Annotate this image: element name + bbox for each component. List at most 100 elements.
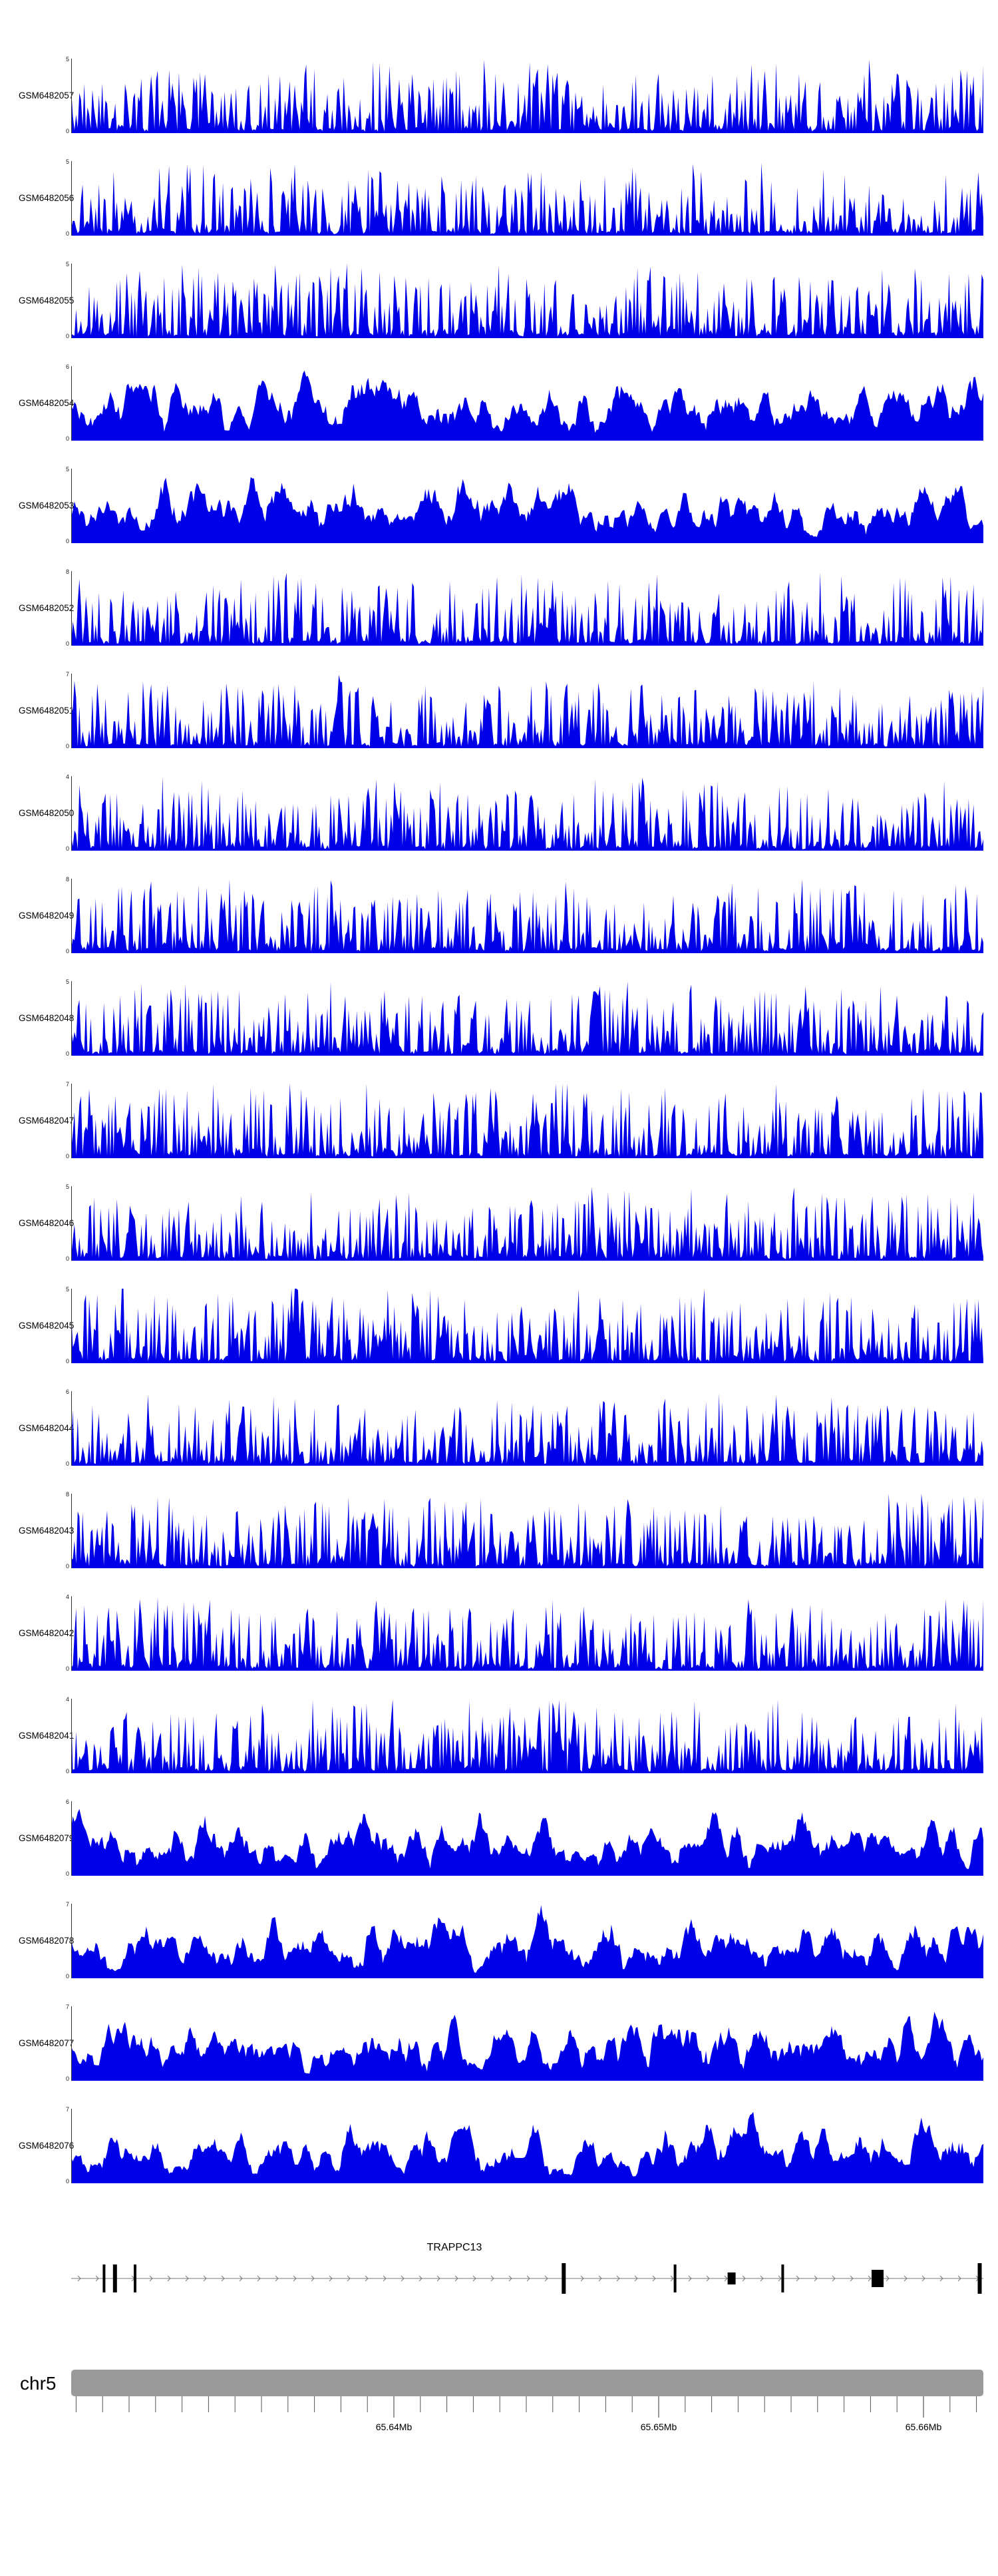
signal-track: GSM6482042 4 0: [0, 1594, 998, 1699]
signal-track: GSM6482077 7 0: [0, 2004, 998, 2109]
track-y-axis-min: 0: [65, 333, 69, 339]
strand-direction-arrow-icon: [275, 2275, 279, 2282]
coverage-signal-svg: [71, 1801, 983, 1876]
track-y-axis-max: 8: [65, 568, 69, 575]
coverage-signal-svg: [71, 1904, 983, 1978]
track-y-axis-max: 4: [65, 1594, 69, 1600]
track-y-axis-max: 5: [65, 978, 69, 985]
strand-direction-arrow-icon: [472, 2275, 476, 2282]
strand-direction-arrow-icon: [203, 2275, 207, 2282]
ruler-tick-label: 65.64Mb: [375, 2422, 413, 2432]
strand-direction-arrow-icon: [957, 2275, 961, 2282]
signal-track: GSM6482043 8 0: [0, 1492, 998, 1596]
track-y-axis-min: 0: [65, 230, 69, 237]
track-label: GSM6482049: [19, 911, 75, 921]
track-y-axis-min: 0: [65, 743, 69, 750]
exon-block: [727, 2272, 736, 2284]
signal-track: GSM6482051 7 0: [0, 671, 998, 776]
track-y-axis-max: 7: [65, 671, 69, 678]
track-y-axis-min: 0: [65, 1153, 69, 1160]
exon-block: [781, 2264, 784, 2292]
coverage-signal-area: [71, 1187, 983, 1261]
strand-direction-arrow-icon: [95, 2275, 99, 2282]
track-y-axis-min: 0: [65, 538, 69, 544]
track-label: GSM6482047: [19, 1116, 75, 1126]
coverage-signal-area: [71, 59, 983, 133]
signal-track: GSM6482055 5 0: [0, 261, 998, 366]
track-y-axis-max: 7: [65, 2004, 69, 2010]
coverage-signal-svg: [71, 1186, 983, 1261]
strand-direction-arrow-icon: [239, 2275, 243, 2282]
track-label: GSM6482076: [19, 2141, 75, 2151]
coverage-signal-svg: [71, 981, 983, 1056]
strand-direction-arrow-icon: [383, 2275, 387, 2282]
strand-direction-arrow-icon: [365, 2275, 369, 2282]
coverage-signal-svg: [71, 879, 983, 953]
strand-direction-arrow-icon: [760, 2275, 764, 2282]
track-y-axis-min: 0: [65, 128, 69, 134]
strand-direction-arrow-icon: [939, 2275, 943, 2282]
coverage-signal-area: [71, 572, 983, 646]
track-y-axis-max: 5: [65, 56, 69, 63]
track-y-axis-max: 4: [65, 773, 69, 780]
strand-direction-arrow-icon: [796, 2275, 800, 2282]
coverage-signal-svg: [71, 1596, 983, 1671]
track-label: GSM6482042: [19, 1628, 75, 1638]
strand-direction-arrow-icon: [670, 2275, 674, 2282]
track-label: GSM6482054: [19, 398, 75, 408]
track-y-axis-max: 4: [65, 1696, 69, 1703]
track-plot: [71, 1084, 983, 1158]
signal-track: GSM6482041 4 0: [0, 1696, 998, 1801]
track-label: GSM6482044: [19, 1423, 75, 1433]
track-y-axis-max: 5: [65, 261, 69, 268]
signal-track: GSM6482052 8 0: [0, 568, 998, 674]
exon-block: [562, 2263, 566, 2294]
exon-block: [872, 2270, 884, 2287]
signal-track: GSM6482078 7 0: [0, 1902, 998, 2006]
strand-direction-arrow-icon: [293, 2275, 297, 2282]
track-plot: [71, 469, 983, 543]
signal-track: GSM6482054 6 0: [0, 364, 998, 469]
signal-track: GSM6482079 6 0: [0, 1799, 998, 1904]
track-label: GSM6482055: [19, 296, 75, 306]
strand-direction-arrow-icon: [921, 2275, 925, 2282]
signal-track: GSM6482050 4 0: [0, 773, 998, 879]
signal-track: GSM6482049 8 0: [0, 877, 998, 981]
strand-direction-arrow-icon: [311, 2275, 315, 2282]
coverage-signal-svg: [71, 1494, 983, 1568]
strand-direction-arrow-icon: [490, 2275, 494, 2282]
coverage-signal-area: [71, 264, 983, 338]
strand-direction-arrow-icon: [544, 2275, 548, 2282]
strand-direction-arrow-icon: [329, 2275, 333, 2282]
track-plot: [71, 981, 983, 1056]
track-y-axis-max: 5: [65, 1183, 69, 1190]
track-y-axis-max: 6: [65, 1799, 69, 1805]
track-y-axis-max: 5: [65, 1286, 69, 1293]
coverage-signal-area: [71, 2111, 983, 2183]
strand-direction-arrow-icon: [401, 2275, 405, 2282]
strand-direction-arrow-icon: [454, 2275, 458, 2282]
strand-direction-arrow-icon: [706, 2275, 710, 2282]
strand-direction-arrow-icon: [418, 2275, 422, 2282]
strand-direction-arrow-icon: [616, 2275, 620, 2282]
strand-direction-arrow-icon: [347, 2275, 351, 2282]
exon-block: [112, 2264, 117, 2292]
track-plot: [71, 366, 983, 441]
exon-block: [134, 2264, 136, 2292]
coverage-signal-area: [71, 1494, 983, 1568]
track-plot: [71, 571, 983, 646]
chromosome-ideogram-bar: [71, 2370, 983, 2396]
track-y-axis-min: 0: [65, 640, 69, 647]
track-y-axis-min: 0: [65, 845, 69, 852]
track-label: GSM6482043: [19, 1526, 75, 1536]
coverage-signal-svg: [71, 1699, 983, 1773]
track-label: GSM6482078: [19, 1936, 75, 1946]
track-y-axis-min: 0: [65, 2075, 69, 2082]
signal-track: GSM6482046 5 0: [0, 1183, 998, 1289]
signal-track: GSM6482053 5 0: [0, 467, 998, 571]
track-plot: [71, 1699, 983, 1773]
coverage-signal-area: [71, 1905, 983, 1978]
ruler-tick-label: 65.65Mb: [640, 2422, 677, 2432]
exon-block: [977, 2263, 982, 2294]
